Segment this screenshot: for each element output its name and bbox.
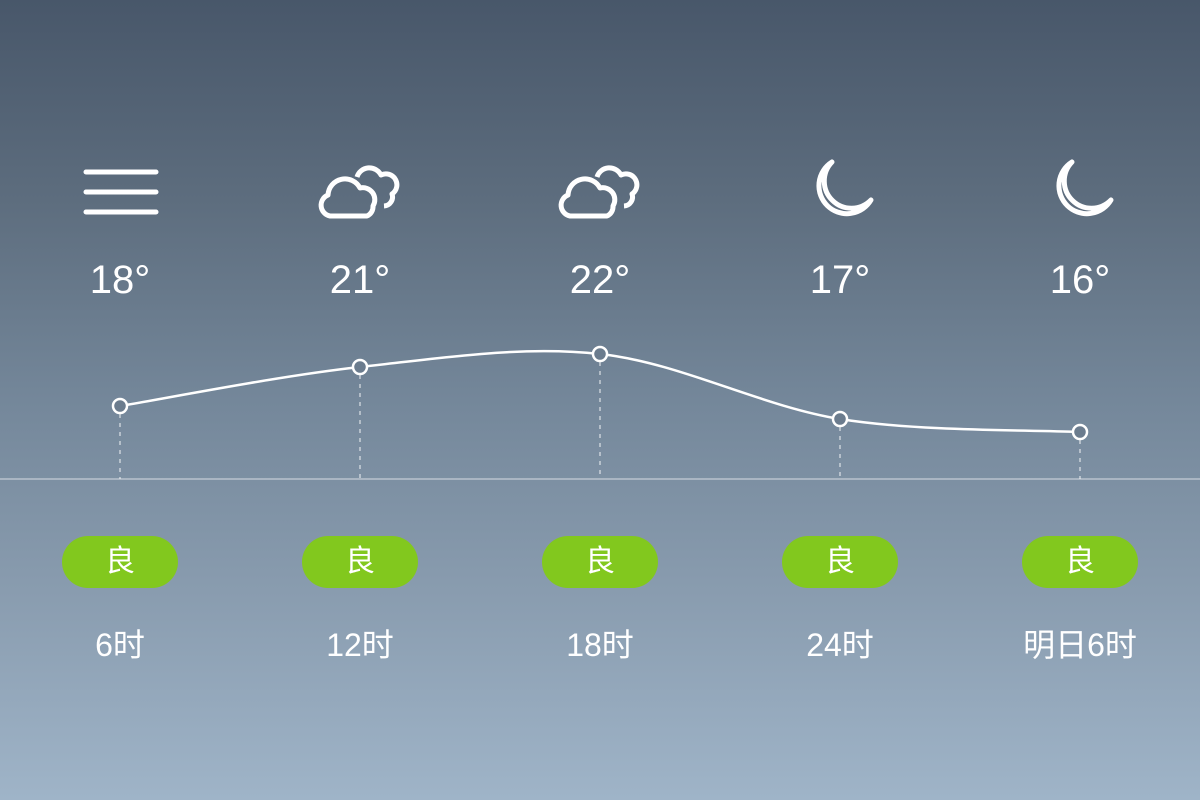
aqi-badge: 良 — [782, 536, 898, 588]
aqi-badge: 良 — [1022, 536, 1138, 588]
temperature-label: 22° — [569, 258, 631, 302]
temperature-label: 21° — [329, 258, 391, 302]
aqi-badge: 良 — [62, 536, 178, 588]
moon-icon — [1030, 150, 1130, 230]
temperature-point — [591, 345, 609, 363]
temperature-point — [1071, 423, 1089, 441]
temperature-label: 17° — [809, 258, 871, 302]
haze-icon — [70, 150, 170, 230]
time-label: 12时 — [326, 627, 394, 663]
aqi-badge: 良 — [302, 536, 418, 588]
moon-icon — [790, 150, 890, 230]
cloudy-icon — [310, 150, 410, 230]
aqi-badge: 良 — [542, 536, 658, 588]
temperature-point — [831, 410, 849, 428]
temperature-point — [111, 397, 129, 415]
time-label: 18时 — [566, 627, 634, 663]
temperature-point — [351, 358, 369, 376]
cloudy-icon — [550, 150, 650, 230]
time-label: 24时 — [806, 627, 874, 663]
time-label: 明日6时 — [1023, 627, 1137, 663]
temperature-label: 18° — [89, 258, 151, 302]
time-label: 6时 — [95, 627, 145, 663]
temperature-label: 16° — [1049, 258, 1111, 302]
